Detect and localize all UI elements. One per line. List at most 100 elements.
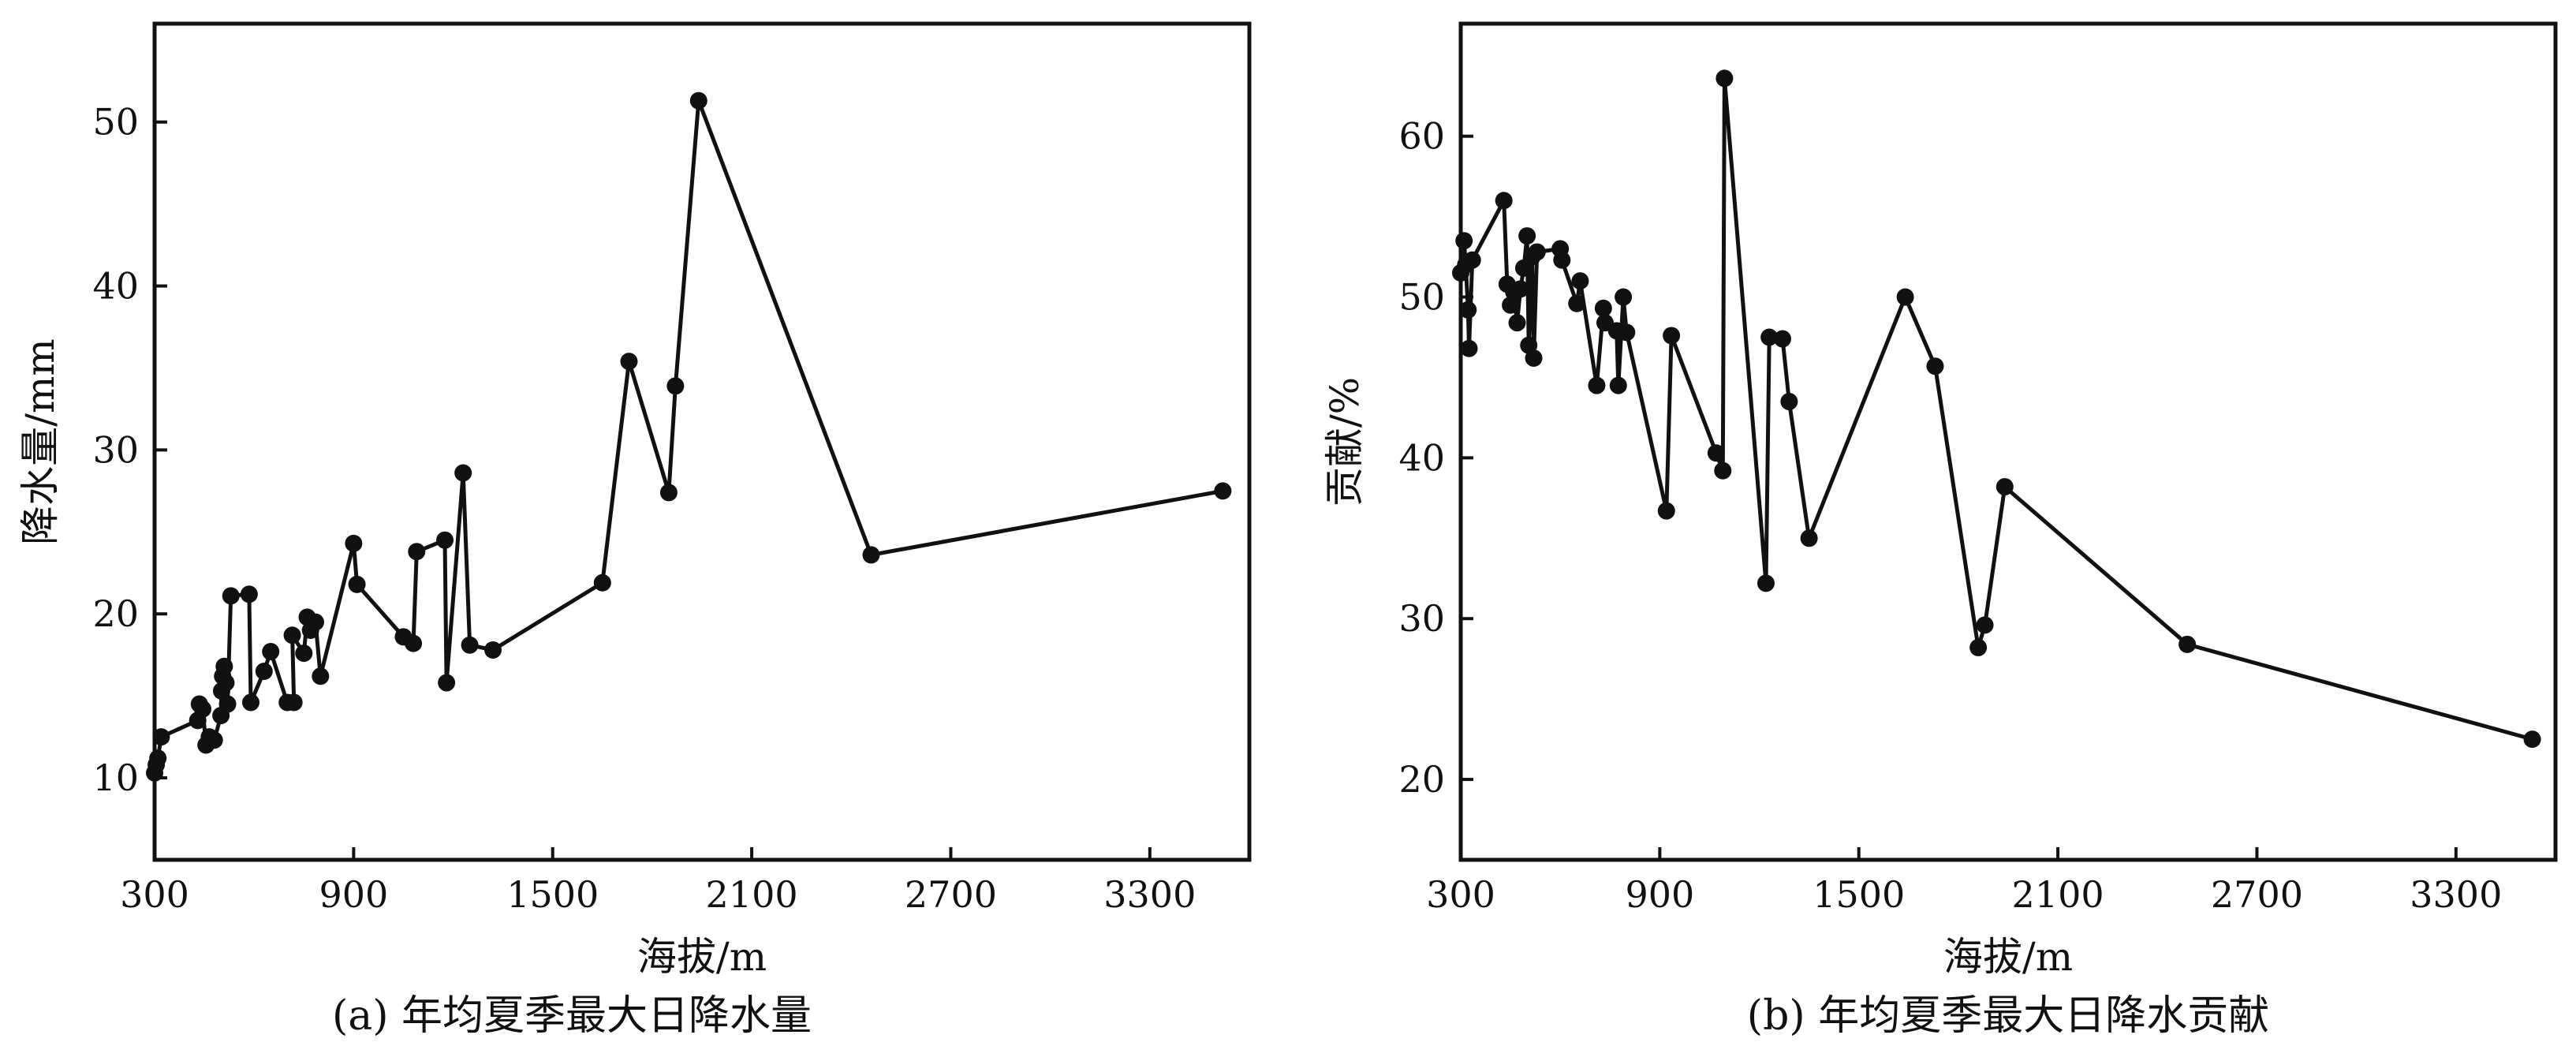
panel-a-point-6	[193, 700, 211, 718]
panel-a-point-18	[241, 693, 259, 712]
panel-b-point-28	[1618, 323, 1636, 342]
panel-b-x-tick-label-900: 900	[1625, 873, 1694, 916]
panel-b-plot-frame	[1458, 21, 2558, 862]
panel-a-x-tick-label-2100: 2100	[706, 873, 798, 916]
panel-a-plot-frame	[152, 21, 1252, 862]
panel-b-point-34	[1757, 574, 1775, 592]
panel-b-y-tick-label-30: 30	[1398, 597, 1445, 640]
panel-b-series-line	[1458, 76, 2533, 742]
panel-a-point-13	[215, 657, 233, 675]
panel-a-point-34	[436, 531, 454, 549]
panel-a-point-9	[205, 731, 223, 749]
panel-a-point-15	[218, 695, 237, 713]
panel-b-point-20	[1568, 294, 1586, 312]
panel-a-point-28	[312, 667, 330, 686]
panel-b-y-axis-label: 贡献/%	[1322, 377, 1368, 506]
panel-b: 300 900 1500 2100 2700 3300 20 30 40 50 60 海拔/m 贡…	[1322, 21, 2558, 1040]
panel-b-x-axis-label: 海拔/m	[1943, 934, 2073, 980]
panel-b-x-tick-label-2700: 2700	[2211, 873, 2303, 916]
panel-b-point-11	[1511, 280, 1529, 298]
panel-b-point-35	[1760, 328, 1779, 346]
panel-b-point-36	[1773, 330, 1791, 348]
panel-b-point-17	[1528, 243, 1546, 261]
panel-a-point-14	[217, 674, 235, 692]
panel-a-point-41	[659, 484, 678, 502]
panel-a-y-tick-label-20: 20	[92, 592, 139, 635]
panel-b-point-22	[1588, 376, 1606, 394]
panel-b-point-27	[1615, 288, 1633, 306]
panel-b-x-tick-label-3300: 3300	[2410, 873, 2502, 916]
panel-a-y-tick-label-50: 50	[92, 101, 139, 144]
panel-a-x-tick-label-3300: 3300	[1103, 873, 1196, 916]
panel-a-point-35	[438, 674, 456, 692]
panel-a-y-tick-label-30: 30	[92, 428, 139, 471]
panel-b-point-16	[1525, 349, 1543, 367]
panel-a-point-22	[285, 693, 303, 712]
panel-b-point-41	[1969, 638, 1988, 656]
panel-a-point-30	[348, 575, 366, 593]
panel-b-x-tick-label-1500: 1500	[1813, 873, 1905, 916]
panel-a-point-44	[862, 546, 880, 564]
panel-a-point-2	[149, 749, 167, 768]
panel-a-point-20	[262, 643, 280, 661]
panel-b-point-30	[1663, 327, 1681, 345]
panel-b-point-3	[1459, 301, 1477, 319]
panel-a-x-tick-label-2700: 2700	[905, 873, 997, 916]
panel-b-points	[1452, 69, 2541, 749]
panel-b-y-tick-label-60: 60	[1398, 115, 1445, 158]
panel-a-y-tick-label-10: 10	[92, 756, 139, 799]
panel-b-caption: (b) 年均夏季最大日降水贡献	[1747, 992, 2269, 1040]
panel-b-point-4	[1460, 339, 1478, 357]
panel-a-point-40	[620, 353, 638, 371]
panel-b-point-38	[1800, 529, 1818, 547]
panel-b-point-45	[2523, 730, 2541, 749]
panel-b-point-32	[1714, 461, 1732, 480]
panel-a-y-tick-label-40: 40	[92, 265, 139, 308]
panel-b-x-tick-label-2100: 2100	[2012, 873, 2104, 916]
panel-a-y-axis-label: 降水量/mm	[17, 338, 63, 545]
panel-a-point-42	[666, 377, 685, 395]
panel-a-point-29	[345, 534, 363, 552]
panel-a-x-tick-label-900: 900	[319, 873, 388, 916]
panel-a-point-16	[222, 587, 240, 605]
panel-b-point-43	[1995, 478, 2014, 496]
panel-a-x-axis: 300 900 1500 2100 2700 3300	[120, 847, 1196, 916]
panel-b-point-19	[1553, 251, 1571, 269]
panel-a-point-24	[295, 644, 313, 663]
panel-a: 300 900 1500 2100 2700 3300 10 20 30 40 50 海拔/m 降…	[17, 21, 1252, 1040]
panel-b-point-44	[2178, 635, 2197, 653]
panel-b-point-39	[1896, 288, 1914, 306]
panel-b-point-10	[1508, 314, 1526, 332]
panel-a-point-32	[405, 634, 423, 652]
panel-a-point-33	[408, 543, 426, 561]
panel-b-x-axis: 300 900 1500 2100 2700 3300	[1426, 847, 2502, 916]
panel-a-point-43	[689, 92, 707, 110]
panel-b-point-40	[1926, 357, 1944, 375]
panel-a-point-36	[454, 464, 472, 482]
panel-b-point-21	[1571, 272, 1589, 290]
panel-b-point-1	[1455, 232, 1473, 250]
panel-a-point-45	[1214, 482, 1232, 500]
panel-a-point-27	[306, 613, 324, 631]
panel-b-y-tick-label-40: 40	[1398, 436, 1445, 479]
panel-a-point-39	[593, 573, 611, 592]
panel-a-point-3	[152, 728, 170, 746]
panel-b-point-23	[1594, 299, 1612, 317]
panel-a-point-17	[240, 585, 258, 603]
panel-b-point-29	[1657, 502, 1675, 520]
panel-b-point-33	[1715, 69, 1734, 88]
panel-a-points	[146, 92, 1232, 782]
panel-b-point-31	[1707, 444, 1725, 462]
panel-b-x-tick-label-300: 300	[1426, 873, 1495, 916]
panel-a-x-tick-label-1500: 1500	[506, 873, 599, 916]
panel-a-point-38	[484, 641, 502, 659]
panel-a-x-axis-label: 海拔/m	[637, 934, 767, 980]
panel-b-point-13	[1518, 227, 1536, 245]
panel-a-point-19	[255, 662, 273, 680]
panel-b-point-5	[1463, 251, 1481, 269]
panel-a-y-axis: 10 20 30 40 50	[92, 101, 167, 799]
panel-b-point-37	[1780, 393, 1798, 411]
panel-b-y-axis: 20 30 40 50 60	[1398, 115, 1473, 801]
panel-b-point-6	[1495, 192, 1513, 210]
panel-a-point-23	[283, 626, 301, 644]
